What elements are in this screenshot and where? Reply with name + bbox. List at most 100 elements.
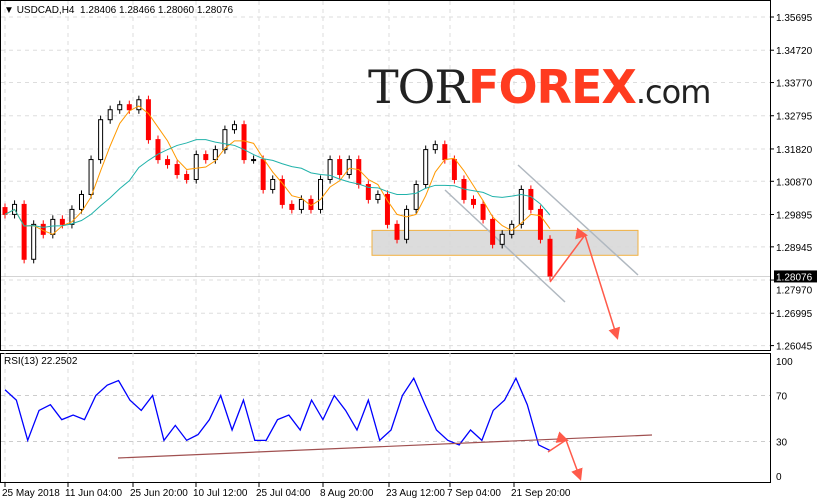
candle-body — [451, 159, 457, 180]
x-tick-label: 25 Jul 04:00 — [256, 488, 311, 499]
x-tick-label: 25 May 2018 — [2, 488, 60, 499]
candle-body — [432, 144, 438, 151]
candle-body — [327, 159, 333, 180]
symbol-header: ▼ USDCAD,H4 1.28406 1.28466 1.28060 1.28… — [4, 5, 234, 16]
rsi-tick-label: 100 — [776, 357, 793, 368]
channel-lower-line — [444, 189, 566, 303]
candle-body — [346, 159, 352, 176]
candle-body — [145, 99, 151, 141]
open-price: 1.28406 — [80, 5, 117, 16]
candle-body — [193, 154, 199, 180]
candle-body — [528, 188, 534, 210]
candle-body — [518, 188, 524, 225]
candle-body — [279, 178, 285, 205]
rsi-forecast-arrow — [547, 431, 583, 481]
candle-body — [59, 218, 65, 225]
candle-body — [50, 218, 56, 235]
y-tick-label: 1.31820 — [776, 145, 813, 156]
y-tick-label: 1.26045 — [776, 342, 813, 353]
low-price: 1.28060 — [157, 5, 195, 16]
x-tick-label: 7 Sep 04:00 — [447, 488, 501, 499]
ma-fast-line — [4, 105, 551, 235]
candle-body — [107, 109, 113, 121]
candle-body — [251, 159, 257, 162]
high-price: 1.28466 — [118, 5, 156, 16]
candle-body — [31, 223, 37, 260]
rsi-tick-label: 0 — [776, 472, 782, 483]
torforex-logo: TORFOREX.com — [368, 60, 712, 117]
x-tick-label: 25 Jun 20:00 — [130, 488, 188, 499]
candle-body — [499, 233, 505, 245]
candle-body — [375, 193, 381, 200]
logo-tor: TOR — [368, 60, 469, 114]
candle-body — [212, 149, 218, 161]
candle-body — [547, 238, 553, 277]
candle-body — [117, 104, 123, 111]
candle-body — [260, 159, 266, 190]
candle-body — [318, 178, 324, 210]
candle-body — [78, 193, 84, 210]
candle-body — [490, 218, 496, 245]
candle-body — [270, 178, 276, 190]
y-tick-label: 1.28945 — [776, 243, 813, 254]
candle-body — [174, 164, 180, 176]
y-tick-label: 1.27970 — [776, 285, 813, 296]
rsi-header: RSI(13) 22.2502 — [4, 356, 78, 367]
candle-body — [231, 124, 237, 131]
rsi-tick-label: 70 — [776, 392, 788, 403]
candle-body — [126, 104, 132, 111]
support-zone — [371, 229, 639, 256]
y-tick-label: 1.30870 — [776, 177, 813, 188]
rsi-panel-frame — [0, 353, 771, 483]
candle-body — [537, 208, 543, 240]
y-tick-label: 1.33770 — [776, 79, 813, 90]
candle-body — [413, 183, 419, 210]
candle-body — [384, 193, 390, 225]
candle-body — [21, 203, 27, 260]
x-tick-label: 23 Aug 12:00 — [386, 488, 445, 499]
candle-body — [241, 124, 247, 161]
candle-body — [88, 159, 94, 195]
current-price-label: 1.28076 — [776, 272, 813, 283]
ma-slow-line — [4, 139, 551, 228]
x-tick-label: 11 Jun 04:00 — [65, 488, 123, 499]
candle-body — [184, 174, 190, 180]
candle-body — [356, 159, 362, 185]
rsi-line — [4, 376, 551, 451]
logo-forex: FOREX — [468, 60, 637, 114]
current-price-badge — [774, 270, 817, 283]
candle-body — [136, 99, 142, 111]
candle-body — [298, 198, 304, 210]
rsi-tick-label: 30 — [776, 438, 788, 449]
candle-body — [423, 149, 429, 185]
forecast-arrow — [549, 227, 621, 340]
y-tick-label: 1.32795 — [776, 112, 813, 123]
candle-body — [155, 139, 161, 161]
candle-body — [69, 208, 75, 225]
price-panel-frame — [0, 0, 771, 351]
candle-body — [365, 183, 371, 200]
logo-com: .com — [635, 73, 712, 111]
symbol: USDCAD,H4 — [16, 5, 75, 16]
candle-body — [289, 203, 295, 210]
y-tick-label: 1.26995 — [776, 309, 813, 320]
candle-body — [442, 144, 448, 161]
y-tick-label: 1.34720 — [776, 46, 813, 57]
x-tick-label: 10 Jul 12:00 — [193, 488, 248, 499]
candle-body — [165, 159, 171, 166]
candle-body — [222, 129, 228, 151]
candle-body — [480, 203, 486, 220]
close-price: 1.28076 — [196, 5, 234, 16]
x-tick-label: 8 Aug 20:00 — [320, 488, 374, 499]
candle-body — [98, 119, 104, 161]
candle-body — [394, 223, 400, 240]
y-tick-label: 1.35695 — [776, 13, 813, 24]
candle-body — [203, 154, 209, 161]
candle-body — [404, 208, 410, 240]
y-tick-label: 1.29895 — [776, 210, 813, 221]
candle-body — [471, 198, 477, 205]
x-tick-label: 21 Sep 20:00 — [511, 488, 571, 499]
candle-body — [337, 159, 343, 176]
